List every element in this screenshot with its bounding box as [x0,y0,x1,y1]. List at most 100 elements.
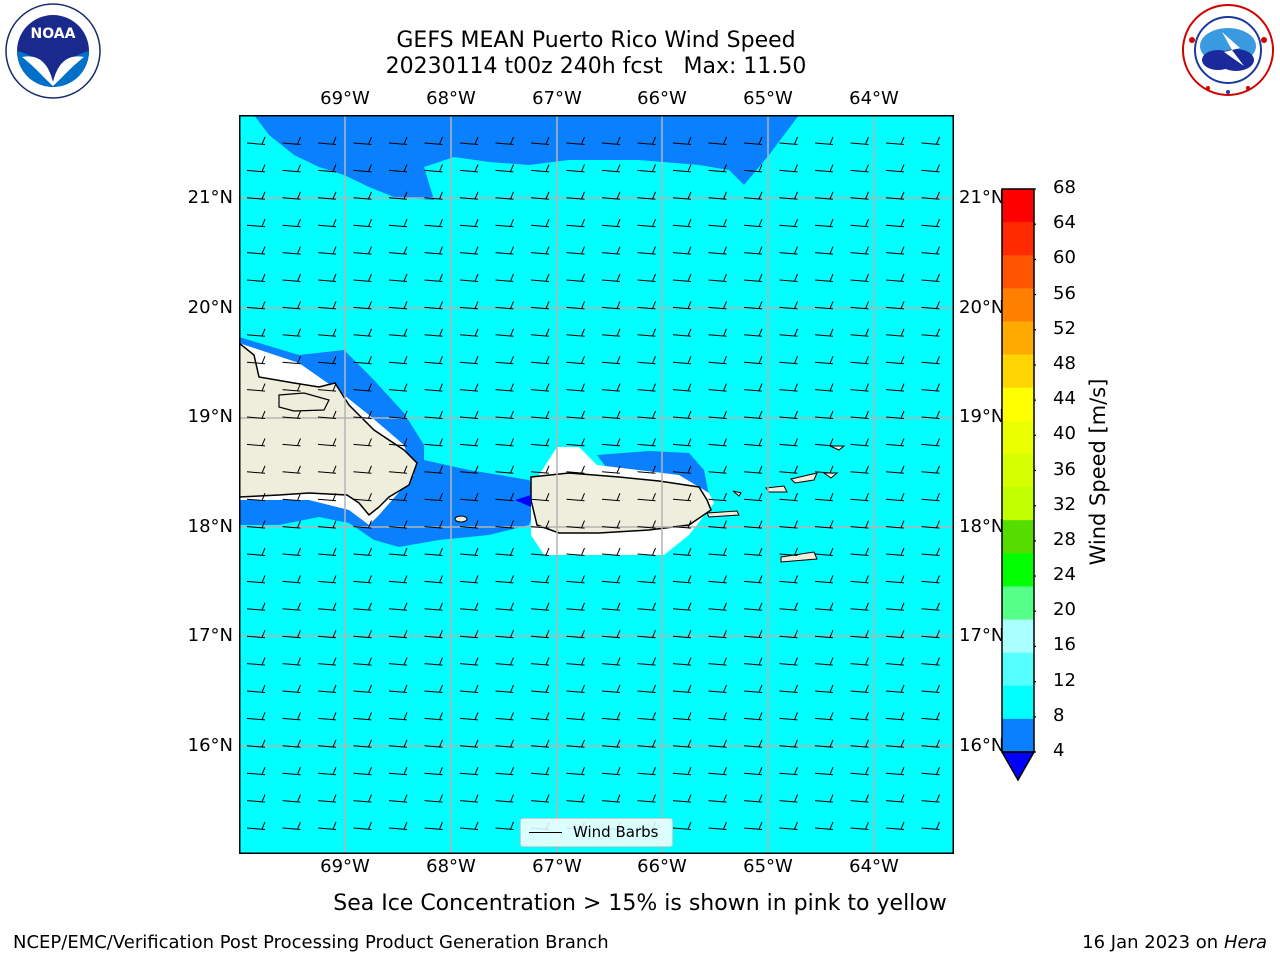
wind-barb [530,273,550,282]
wind-barb [566,602,585,611]
wind-barb [743,465,763,474]
island-culebra [732,490,742,497]
wind-barb [282,164,301,173]
colorbar-segment [1002,255,1034,289]
wind-barb [743,630,763,639]
wind-barb [779,520,798,529]
wind-barb [885,191,905,200]
wind-barb [424,767,443,776]
wind-barb [708,767,727,776]
wind-barb [850,739,869,748]
wind-barb [850,602,869,611]
wind-barb [459,767,479,776]
wind-barb [814,520,834,529]
wind-barb [282,821,301,830]
wind-barb [637,602,656,611]
wind-barb [850,520,869,529]
wind-barb [850,821,869,830]
wind-barb [459,191,479,200]
wind-barb [743,739,763,748]
wind-barb [459,684,479,693]
lat-label-left: 19°N [187,406,233,427]
wind-barb [601,465,621,474]
wind-barb [637,712,656,721]
wind-barb [424,383,443,392]
colorbar-segment [1002,288,1034,322]
wind-barb [282,301,301,310]
wind-barb [850,767,869,776]
wind-barb [672,410,692,419]
wind-barb [672,164,692,173]
wind-barb [282,465,301,474]
wind-barb [246,273,266,282]
wind-barb [779,273,798,282]
wind-barb [885,465,905,474]
footer-date: 16 Jan 2023 on Hera [1082,932,1267,954]
wind-barb [246,602,266,611]
wind-barb [601,136,621,145]
colorbar-segment [1002,619,1034,654]
wind-barb [743,657,763,666]
wind-barb [530,191,550,200]
wind-barb [530,328,550,337]
wind-barb [921,520,940,529]
colorbar-tick-label: 44 [1053,388,1076,410]
wind-barb [459,410,479,419]
lon-label-top: 65°W [743,88,793,109]
wind-barb [921,493,940,502]
colorbar-tick-label: 48 [1053,352,1076,374]
wind-barb [921,630,940,639]
colorbar-segment [1002,652,1034,687]
wind-barb [353,164,372,173]
wind-barb [317,821,337,830]
wind-barb [779,301,798,310]
map-frame [239,115,954,854]
lat-label-right: 18°N [959,516,1005,537]
wind-barb [459,821,479,830]
wind-barb [637,164,656,173]
wind-barb [246,575,266,584]
wind-barb [921,739,940,748]
wind-barb [708,136,727,145]
wind-barb [637,657,656,666]
wind-barb [459,520,479,529]
wind-barb [672,520,692,529]
wind-barb [601,794,621,803]
wind-barb [353,794,372,803]
wind-barb [246,547,266,556]
colorbar-tick-label: 64 [1053,212,1076,234]
wind-barb [424,273,443,282]
footer-host: Hera [1223,932,1267,953]
wind-barb [495,301,514,310]
lon-label-bottom: 68°W [426,856,476,877]
wind-barb [637,136,656,145]
wind-barb [495,520,514,529]
wind-barb [743,164,763,173]
wind-barb [672,602,692,611]
wind-barb [353,657,372,666]
wind-barb [566,739,585,748]
wind-barb [708,328,727,337]
wind-barb [672,273,692,282]
wind-barb [246,328,266,337]
wind-barb [459,136,479,145]
wind-barb [743,383,763,392]
wind-barb [424,712,443,721]
wind-barb [388,328,408,337]
wind-barb [459,739,479,748]
wind-barb [921,602,940,611]
wind-barb [495,438,514,447]
wind-barb [850,794,869,803]
wind-barb [885,164,905,173]
colorbar-segment [1002,586,1034,621]
wind-barb [495,493,514,502]
wind-barb [672,191,692,200]
wind-barb [672,465,692,474]
wind-barb [388,520,408,529]
wind-barb [814,410,834,419]
wind-barb [779,602,798,611]
wind-barb [459,602,479,611]
wind-barb [672,493,692,502]
lat-label-left: 16°N [187,735,233,756]
wind-barb [388,684,408,693]
